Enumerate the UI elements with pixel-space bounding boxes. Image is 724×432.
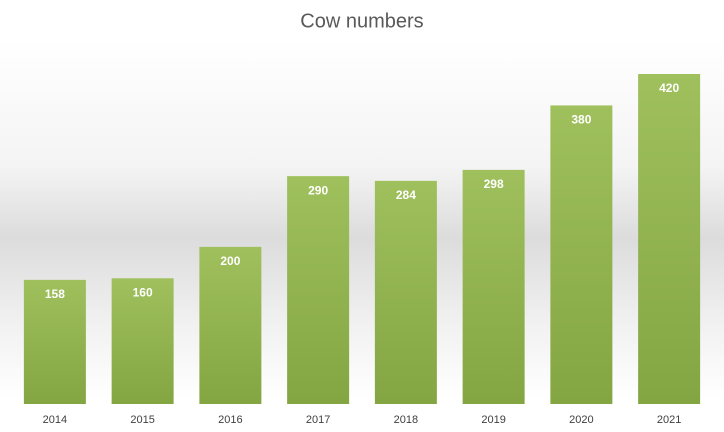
- x-tick-label: 2018: [394, 414, 418, 426]
- chart-title: Cow numbers: [300, 10, 423, 32]
- data-label: 380: [571, 113, 591, 127]
- data-label: 200: [220, 254, 240, 268]
- bar: [111, 278, 174, 404]
- data-label: 290: [308, 183, 328, 197]
- bar: [462, 169, 525, 404]
- x-tick-label: 2017: [306, 414, 330, 426]
- data-label: 298: [484, 177, 504, 191]
- bar: [638, 74, 701, 404]
- bar: [199, 246, 262, 404]
- background: [0, 40, 724, 400]
- bar: [550, 105, 613, 404]
- x-tick-label: 2016: [218, 414, 242, 426]
- x-tick-label: 2019: [481, 414, 505, 426]
- x-tick-label: 2014: [43, 414, 67, 426]
- x-tick-label: 2015: [130, 414, 154, 426]
- data-label: 284: [396, 188, 416, 202]
- bar: [23, 279, 86, 404]
- data-label: 158: [45, 287, 65, 301]
- bar: [374, 180, 437, 404]
- x-tick-label: 2021: [657, 414, 681, 426]
- bar: [287, 176, 350, 404]
- data-label: 420: [659, 81, 679, 95]
- x-tick-label: 2020: [569, 414, 593, 426]
- data-label: 160: [133, 285, 153, 299]
